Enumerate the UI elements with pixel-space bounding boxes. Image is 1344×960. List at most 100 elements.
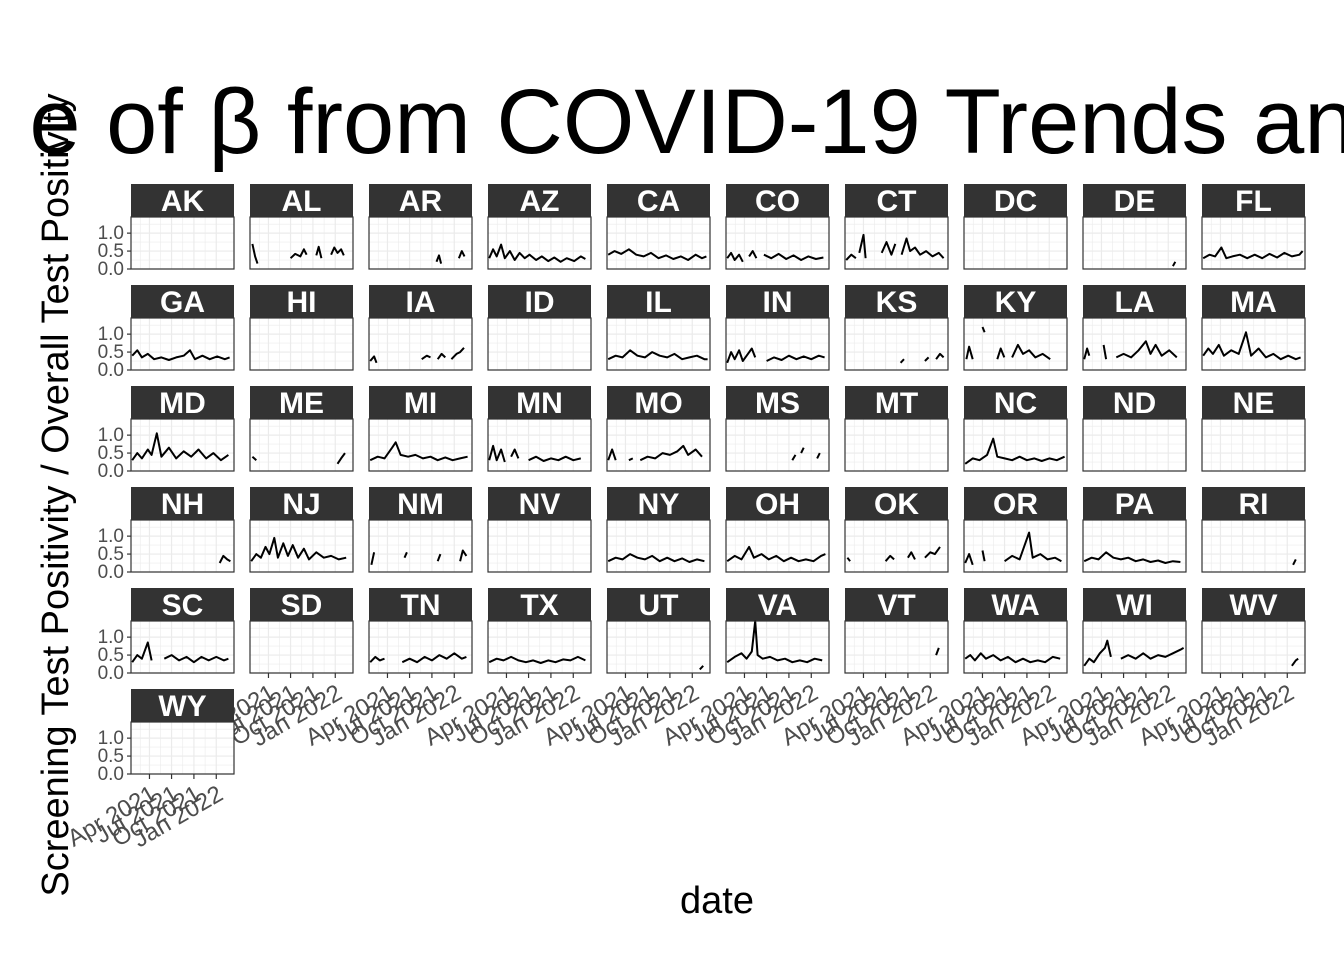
panel-border: [249, 519, 354, 573]
series-line-mn: [528, 455, 582, 462]
series-line-ct: [858, 233, 867, 259]
series-line-ks: [935, 352, 945, 360]
y-tick-label: 0.5: [98, 544, 124, 565]
panel-border: [1082, 216, 1187, 270]
y-tick-label: 0.5: [98, 746, 124, 767]
panel-border: [487, 317, 592, 371]
facet-panel-al: AL: [249, 184, 354, 270]
series-line-ok: [846, 557, 851, 562]
series-line-al: [289, 248, 308, 259]
series-line-sc: [131, 641, 153, 663]
facet-panel-nh: NH 0.00.51.0: [98, 487, 235, 583]
series-line-ia: [436, 352, 446, 360]
series-line-or: [964, 553, 974, 566]
facet-panel-pa: PA: [1082, 487, 1187, 573]
series-line-sc: [163, 654, 229, 664]
facet-strip-label: IL: [645, 286, 672, 319]
facet-strip-label: AR: [399, 185, 443, 218]
facet-strip-label: WV: [1229, 589, 1277, 622]
facet-strip-label: CO: [755, 185, 800, 218]
series-line-nc: [964, 437, 1066, 465]
facet-strip: [845, 487, 948, 520]
facet-strip: [607, 487, 710, 520]
series-line-mo: [607, 448, 617, 461]
series-line-wv: [1291, 657, 1299, 667]
series-line-ri: [1292, 558, 1297, 566]
facet-strip: [964, 487, 1067, 520]
facet-strip-label: NV: [519, 488, 561, 521]
series-line-oh: [726, 545, 826, 563]
facet-strip: [131, 689, 234, 722]
facet-strip: [131, 588, 234, 621]
facet-strip-label: NE: [1233, 387, 1275, 420]
series-line-ia: [369, 355, 378, 364]
facet-strip: [726, 285, 829, 318]
facet-panel-fl: FL: [1201, 184, 1306, 270]
facet-panel-dc: DC: [963, 184, 1068, 270]
series-line-ky: [965, 345, 974, 360]
facet-strip-label: MN: [516, 387, 563, 420]
facet-strip-label: KY: [995, 286, 1037, 319]
y-tick-label: 0.5: [98, 241, 124, 262]
facet-strip-label: WY: [158, 690, 206, 723]
series-line-ky: [1011, 343, 1051, 361]
facet-panel-co: CO: [725, 184, 830, 270]
panel-border: [1082, 317, 1187, 371]
series-line-ky: [981, 326, 986, 333]
series-line-fl: [1202, 246, 1304, 260]
facet-strip-label: WA: [991, 589, 1039, 622]
facet-strip: [1202, 285, 1305, 318]
facet-strip: [607, 588, 710, 621]
facet-panel-ks: KS: [844, 285, 949, 371]
panel-border: [606, 418, 711, 472]
facet-strip: [726, 386, 829, 419]
facet-strip: [1202, 184, 1305, 217]
panel-border: [1201, 216, 1306, 270]
facet-strip: [607, 386, 710, 419]
facet-panel-oh: OH: [725, 487, 830, 573]
facet-strip-label: ME: [279, 387, 324, 420]
panel-border: [606, 317, 711, 371]
series-line-md: [131, 432, 229, 462]
facet-strip: [131, 386, 234, 419]
series-line-la: [1102, 344, 1108, 360]
panel-border: [963, 620, 1068, 674]
panel-border: [1201, 519, 1306, 573]
series-line-al: [251, 243, 259, 264]
facet-strip-label: IN: [763, 286, 793, 319]
panel-border: [844, 620, 949, 674]
panel-border: [1201, 418, 1306, 472]
series-line-nm: [436, 553, 442, 562]
y-tick-label: 0.5: [98, 645, 124, 666]
panel-border: [725, 519, 830, 573]
panel-border: [1201, 317, 1306, 371]
facet-strip: [488, 386, 591, 419]
panel-border: [1082, 620, 1187, 674]
facet-strip: [1083, 487, 1186, 520]
facet-strip: [369, 588, 472, 621]
facet-panel-ky: KY: [963, 285, 1068, 371]
facet-panel-ct: CT: [844, 184, 949, 270]
series-line-ct: [900, 237, 945, 259]
y-tick-label: 0.0: [98, 461, 124, 482]
panel-border: [1082, 418, 1187, 472]
facet-strip: [726, 184, 829, 217]
series-line-nh: [218, 554, 231, 564]
facet-panel-id: ID: [487, 285, 592, 371]
panel-border: [368, 418, 473, 472]
y-tick-label: 1.0: [98, 223, 124, 244]
facet-panel-la: LA: [1082, 285, 1187, 371]
facet-panel-ia: IA: [368, 285, 473, 371]
series-line-ia: [450, 347, 465, 360]
panel-border: [725, 418, 830, 472]
series-line-or: [981, 550, 986, 562]
panel-border: [963, 317, 1068, 371]
facet-panel-ar: AR: [368, 184, 473, 270]
panel-border: [963, 418, 1068, 472]
facet-strip: [1083, 386, 1186, 419]
facet-strip: [964, 184, 1067, 217]
series-line-ca: [607, 248, 707, 261]
series-line-il: [607, 349, 708, 361]
